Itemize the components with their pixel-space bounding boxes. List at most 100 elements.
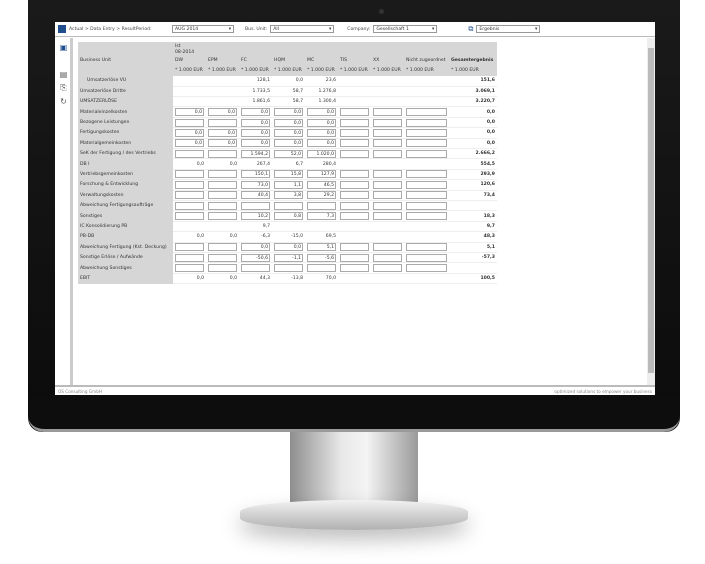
- value-input[interactable]: [340, 212, 369, 221]
- value-input[interactable]: [406, 201, 447, 210]
- value-input[interactable]: [241, 264, 270, 272]
- value-input[interactable]: 46,5: [307, 180, 336, 189]
- value-input[interactable]: [373, 264, 402, 272]
- value-input[interactable]: [340, 180, 369, 189]
- value-input[interactable]: [406, 191, 447, 200]
- value-input[interactable]: [406, 149, 447, 158]
- value-input[interactable]: [373, 139, 402, 148]
- scrollbar-thumb[interactable]: [648, 48, 654, 373]
- value-input[interactable]: 5,1: [307, 243, 336, 252]
- value-input[interactable]: 0,0: [208, 139, 237, 148]
- value-input[interactable]: 150,1: [241, 170, 270, 179]
- value-input[interactable]: -1,1: [274, 253, 303, 262]
- value-input[interactable]: [175, 149, 204, 158]
- value-input[interactable]: [406, 139, 447, 148]
- value-input[interactable]: [340, 108, 369, 117]
- clipboard-icon[interactable]: ▤: [59, 70, 68, 79]
- value-input[interactable]: [175, 118, 204, 127]
- value-input[interactable]: 0,0: [307, 128, 336, 137]
- value-input[interactable]: [208, 180, 237, 189]
- value-input[interactable]: [373, 191, 402, 200]
- value-input[interactable]: 0,0: [307, 139, 336, 148]
- value-input[interactable]: 0,0: [274, 118, 303, 127]
- value-input[interactable]: 1.594,2: [241, 149, 270, 158]
- value-input[interactable]: [340, 118, 369, 127]
- value-input[interactable]: [307, 201, 336, 210]
- report-select[interactable]: Ergebnis ▾: [476, 25, 541, 33]
- value-input[interactable]: [373, 128, 402, 137]
- value-input[interactable]: 0,0: [307, 118, 336, 127]
- value-input[interactable]: 0,0: [241, 243, 270, 252]
- value-input[interactable]: [406, 108, 447, 117]
- value-input[interactable]: [373, 212, 402, 221]
- value-input[interactable]: 0,0: [274, 243, 303, 252]
- value-input[interactable]: [406, 253, 447, 262]
- refresh-icon[interactable]: ↻: [60, 97, 67, 106]
- value-input[interactable]: [406, 118, 447, 127]
- value-input[interactable]: 0,0: [307, 108, 336, 117]
- value-input[interactable]: [208, 201, 237, 210]
- value-input[interactable]: [340, 149, 369, 158]
- value-input[interactable]: 10,2: [241, 212, 270, 221]
- value-input[interactable]: [373, 201, 402, 210]
- value-input[interactable]: [175, 243, 204, 252]
- vertical-scrollbar[interactable]: [647, 38, 655, 386]
- value-input[interactable]: [175, 212, 204, 221]
- value-input[interactable]: 15,8: [274, 170, 303, 179]
- value-input[interactable]: 40,4: [241, 191, 270, 200]
- value-input[interactable]: -5,6: [307, 253, 336, 262]
- value-input[interactable]: [340, 253, 369, 262]
- value-input[interactable]: 1.020,0: [307, 149, 336, 158]
- value-input[interactable]: 0,0: [241, 139, 270, 148]
- value-input[interactable]: [373, 170, 402, 179]
- value-input[interactable]: [373, 108, 402, 117]
- value-input[interactable]: 0,0: [208, 108, 237, 117]
- value-input[interactable]: 0,0: [274, 139, 303, 148]
- value-input[interactable]: 29,2: [307, 191, 336, 200]
- breadcrumb[interactable]: Actual > Data Entry > ResultPeriod:: [69, 26, 152, 32]
- value-input[interactable]: [340, 139, 369, 148]
- value-input[interactable]: [406, 128, 447, 137]
- value-input[interactable]: 0,8: [274, 212, 303, 221]
- value-input[interactable]: [340, 170, 369, 179]
- value-input[interactable]: 0,0: [175, 128, 204, 137]
- value-input[interactable]: [340, 243, 369, 252]
- value-input[interactable]: 3,8: [274, 191, 303, 200]
- value-input[interactable]: [406, 243, 447, 252]
- value-input[interactable]: [373, 253, 402, 262]
- value-input[interactable]: [208, 212, 237, 221]
- value-input[interactable]: [175, 191, 204, 200]
- save-icon[interactable]: ▣: [59, 43, 68, 52]
- value-input[interactable]: [406, 170, 447, 179]
- period-select[interactable]: AUG 2014 ▾: [172, 25, 234, 33]
- value-input[interactable]: [175, 201, 204, 210]
- value-input[interactable]: 0,0: [241, 118, 270, 127]
- value-input[interactable]: [340, 191, 369, 200]
- bus-unit-select[interactable]: All ▾: [270, 25, 335, 33]
- value-input[interactable]: [241, 201, 270, 210]
- value-input[interactable]: [208, 243, 237, 252]
- value-input[interactable]: 0,0: [274, 108, 303, 117]
- value-input[interactable]: 73,0: [241, 180, 270, 189]
- paste-icon[interactable]: ⎘: [60, 83, 67, 92]
- value-input[interactable]: [340, 201, 369, 210]
- value-input[interactable]: [208, 264, 237, 272]
- value-input[interactable]: [175, 180, 204, 189]
- value-input[interactable]: [208, 253, 237, 262]
- value-input[interactable]: 0,0: [175, 108, 204, 117]
- value-input[interactable]: [274, 201, 303, 210]
- value-input[interactable]: [175, 253, 204, 262]
- value-input[interactable]: [175, 170, 204, 179]
- value-input[interactable]: 0,0: [175, 139, 204, 148]
- value-input[interactable]: -50,6: [241, 253, 270, 262]
- value-input[interactable]: [406, 180, 447, 189]
- value-input[interactable]: [208, 191, 237, 200]
- value-input[interactable]: [340, 128, 369, 137]
- value-input[interactable]: 1,1: [274, 180, 303, 189]
- value-input[interactable]: [373, 149, 402, 158]
- value-input[interactable]: [175, 264, 204, 272]
- value-input[interactable]: [307, 264, 336, 272]
- value-input[interactable]: 7,3: [307, 212, 336, 221]
- value-input[interactable]: [373, 243, 402, 252]
- value-input[interactable]: 52,0: [274, 149, 303, 158]
